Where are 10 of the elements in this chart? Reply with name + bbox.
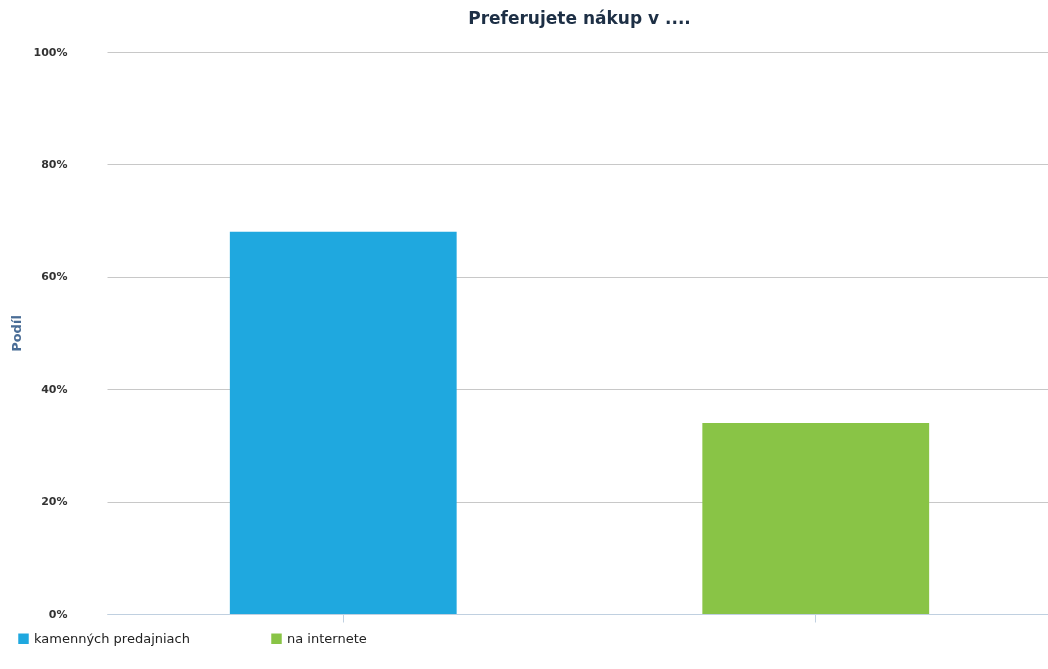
y-tick-label: 0%	[48, 607, 68, 621]
y-tick-label: 60%	[41, 270, 68, 284]
y-tick-label: 20%	[41, 495, 68, 509]
y-tick-label: 40%	[41, 382, 68, 396]
y-axis-title: Podíl	[8, 315, 24, 352]
chart-title: Preferujete nákup v ....	[468, 8, 691, 28]
y-tick-label: 80%	[41, 157, 68, 171]
legend-label: na internete	[287, 630, 367, 646]
y-tick-label: 100%	[33, 45, 68, 59]
legend-label: kamenných predajniach	[34, 630, 190, 646]
